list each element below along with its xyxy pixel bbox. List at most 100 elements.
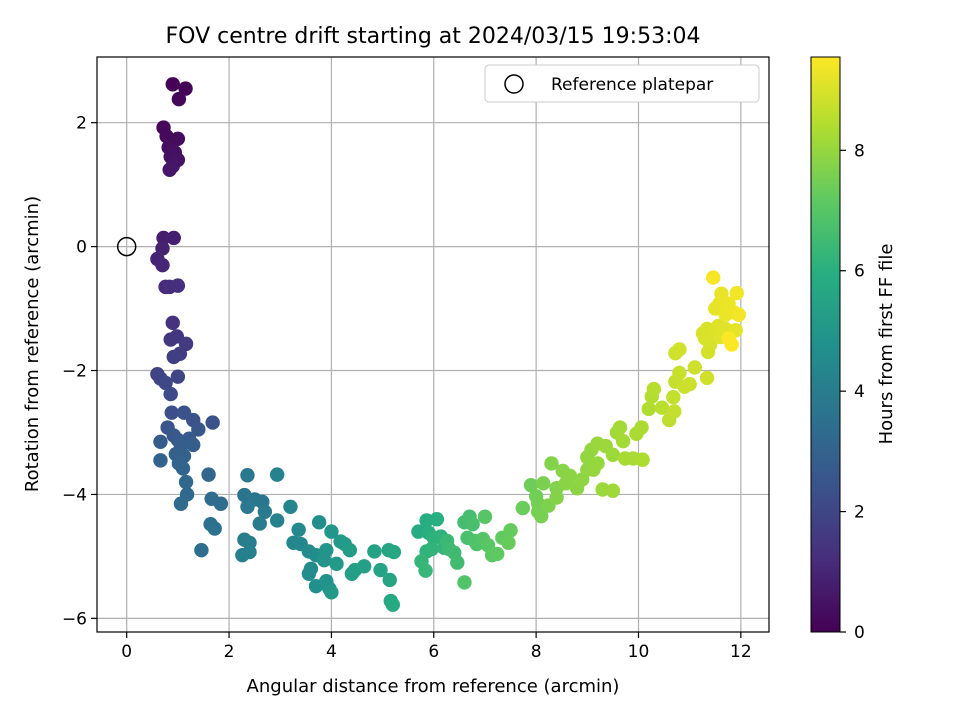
data-point <box>178 474 194 490</box>
data-point <box>156 230 171 246</box>
data-point <box>283 499 298 515</box>
data-point <box>706 270 721 285</box>
data-point <box>562 468 578 484</box>
x-tick-label: 4 <box>326 642 337 662</box>
reference-point-marker <box>116 236 137 257</box>
data-point <box>729 285 744 301</box>
x-tick-label: 12 <box>730 642 752 662</box>
data-point <box>590 456 605 471</box>
data-point <box>424 541 439 557</box>
legend-label: Reference platepar <box>551 75 713 95</box>
data-point <box>291 522 306 537</box>
data-point <box>155 257 170 273</box>
data-point <box>242 544 257 560</box>
colorbar-tick-label: 0 <box>854 623 865 643</box>
data-point <box>166 230 181 246</box>
data-point <box>634 420 649 435</box>
data-point <box>515 500 531 516</box>
data-point <box>170 278 186 293</box>
x-axis-label: Angular distance from reference (arcmin) <box>247 676 620 697</box>
legend: Reference platepar <box>484 64 760 103</box>
data-point <box>523 477 539 493</box>
y-tick-label: 0 <box>76 238 87 258</box>
legend-box <box>484 64 760 103</box>
data-point <box>342 543 358 558</box>
colorbar-ticks: 0 2 4 6 8 <box>840 141 865 643</box>
y-tick-label: −2 <box>62 362 87 382</box>
x-tick-label: 6 <box>428 642 439 662</box>
data-point <box>672 342 687 357</box>
data-point <box>158 375 173 391</box>
data-point <box>457 575 472 590</box>
data-point <box>731 307 747 322</box>
colorbar-label: Hours from first FF file <box>876 244 897 445</box>
colorbar-gradient <box>810 56 841 633</box>
data-point <box>164 405 179 420</box>
data-point <box>175 461 191 476</box>
data-point <box>666 389 681 405</box>
data-point <box>207 521 222 536</box>
colorbar-tick-label: 4 <box>854 382 865 402</box>
colorbar-tick-label: 6 <box>854 262 865 282</box>
data-point <box>205 415 220 430</box>
data-point <box>191 422 206 437</box>
data-point <box>329 556 344 572</box>
data-point <box>549 490 564 505</box>
data-point <box>373 562 388 578</box>
y-tick-label: −6 <box>62 609 87 629</box>
y-axis-label: Rotation from reference (arcmin) <box>22 196 43 492</box>
y-tick-label: −4 <box>62 485 87 505</box>
data-point <box>170 131 186 146</box>
data-point <box>257 504 273 519</box>
data-point <box>503 523 518 538</box>
data-point <box>153 453 168 468</box>
data-point <box>163 386 178 402</box>
data-point <box>699 370 715 386</box>
data-point <box>641 401 656 417</box>
data-point <box>635 452 650 467</box>
data-point <box>301 566 317 581</box>
data-point <box>311 515 327 530</box>
data-point <box>240 468 255 483</box>
data-point <box>465 516 480 532</box>
data-point <box>324 524 339 539</box>
colorbar: 0 2 4 6 8 Hours from first FF file <box>810 56 897 643</box>
data-point <box>654 400 670 415</box>
data-point <box>319 543 334 558</box>
data-point <box>490 546 505 562</box>
data-point <box>646 381 662 397</box>
data-point <box>615 433 631 449</box>
data-point <box>201 467 216 482</box>
data-point <box>382 572 397 588</box>
data-point <box>682 376 697 392</box>
x-tick-label: 2 <box>224 642 235 662</box>
data-point <box>170 369 186 384</box>
data-point <box>269 467 285 482</box>
data-point <box>186 437 201 453</box>
data-point <box>429 512 445 527</box>
data-point <box>418 563 433 578</box>
data-point <box>166 349 181 365</box>
grid <box>97 57 769 632</box>
x-tick-label: 0 <box>121 642 132 662</box>
legend-marker <box>504 74 524 94</box>
data-point <box>687 360 702 375</box>
data-point <box>162 162 177 177</box>
plot-frame <box>96 56 770 633</box>
data-point <box>194 543 209 558</box>
data-point <box>159 129 174 144</box>
data-point <box>178 81 193 96</box>
data-point <box>501 535 516 550</box>
data-point <box>605 483 621 498</box>
data-point <box>605 447 621 462</box>
x-tick-label: 10 <box>628 642 650 662</box>
data-point <box>165 315 180 331</box>
y-tick-label: 2 <box>76 114 87 134</box>
data-point <box>534 508 549 524</box>
data-point <box>165 77 180 92</box>
data-point <box>367 544 382 559</box>
data-point <box>667 404 682 419</box>
data-point <box>714 286 729 301</box>
y-axis-ticks: −6 −4 −2 0 2 <box>62 114 97 629</box>
data-point <box>252 516 267 531</box>
